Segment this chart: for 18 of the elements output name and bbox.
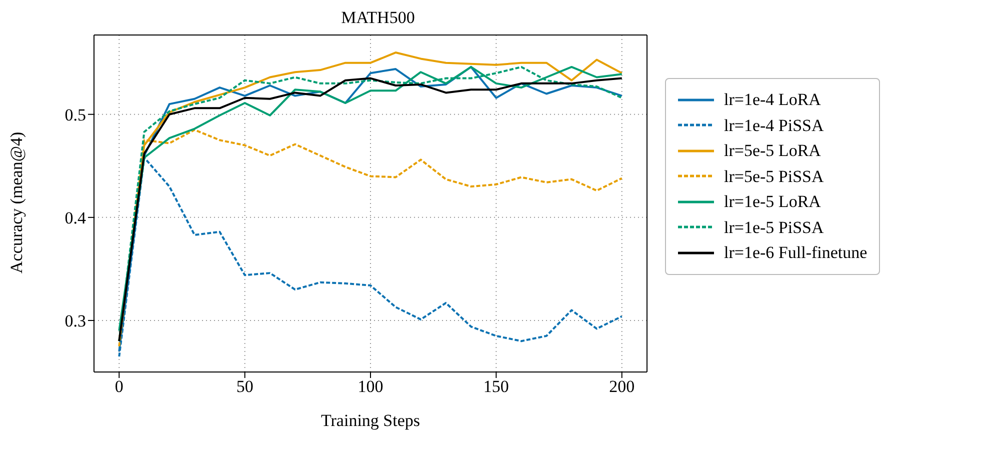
x-tick-label: 50 xyxy=(236,377,254,396)
x-tick-label: 200 xyxy=(609,377,635,396)
legend-label: lr=1e-4 LoRA xyxy=(724,89,821,111)
legend-label: lr=1e-6 Full-finetune xyxy=(724,242,868,264)
x-tick-label: 0 xyxy=(114,377,124,396)
x-axis-title: Training Steps xyxy=(320,411,420,430)
y-tick-label: 0.4 xyxy=(64,208,86,228)
y-tick-label: 0.5 xyxy=(64,105,86,124)
y-axis-title: Accuracy (mean@4) xyxy=(7,132,26,274)
legend-label: lr=1e-5 LoRA xyxy=(724,191,821,213)
chart-title: MATH500 xyxy=(340,8,416,28)
y-tick-label: 0.3 xyxy=(64,312,86,331)
x-tick-label: 100 xyxy=(358,377,384,396)
legend-label: lr=1e-4 PiSSA xyxy=(724,114,824,136)
legend-label: lr=5e-5 PiSSA xyxy=(724,166,824,188)
x-tick-label: 150 xyxy=(483,377,509,396)
legend-label: lr=5e-5 LoRA xyxy=(724,140,821,162)
legend-label: lr=1e-5 PiSSA xyxy=(724,216,824,238)
